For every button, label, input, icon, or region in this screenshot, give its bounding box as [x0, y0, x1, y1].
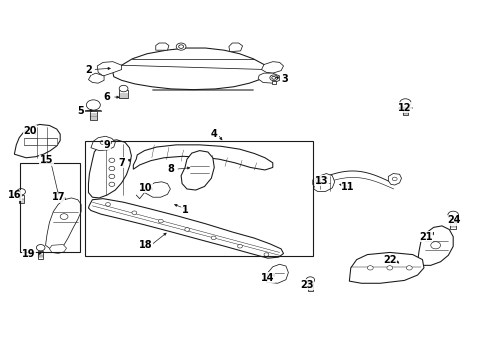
- Circle shape: [36, 244, 45, 251]
- Polygon shape: [144, 182, 170, 197]
- Circle shape: [316, 181, 321, 184]
- Polygon shape: [45, 198, 81, 250]
- Text: 23: 23: [300, 280, 313, 290]
- Circle shape: [184, 228, 189, 231]
- Polygon shape: [312, 177, 325, 188]
- Polygon shape: [387, 174, 401, 185]
- Text: 8: 8: [166, 164, 173, 174]
- Circle shape: [237, 244, 242, 248]
- Circle shape: [211, 236, 216, 240]
- Text: 12: 12: [397, 103, 410, 113]
- Circle shape: [366, 266, 372, 270]
- Polygon shape: [228, 43, 242, 51]
- Text: 15: 15: [40, 155, 53, 165]
- Circle shape: [430, 242, 440, 249]
- Text: 22: 22: [382, 255, 396, 265]
- Text: 7: 7: [118, 158, 125, 168]
- Polygon shape: [402, 108, 407, 115]
- Polygon shape: [88, 73, 104, 83]
- Text: 5: 5: [77, 106, 84, 116]
- Polygon shape: [119, 90, 128, 98]
- Text: 1: 1: [181, 206, 188, 216]
- Text: 16: 16: [8, 190, 21, 200]
- Circle shape: [176, 43, 185, 50]
- Circle shape: [17, 189, 25, 195]
- Text: 10: 10: [139, 183, 152, 193]
- Text: 17: 17: [51, 192, 65, 202]
- Polygon shape: [348, 252, 423, 283]
- Circle shape: [132, 211, 137, 215]
- Circle shape: [271, 76, 275, 79]
- Polygon shape: [417, 226, 452, 265]
- Polygon shape: [271, 81, 275, 84]
- Polygon shape: [14, 125, 60, 158]
- Polygon shape: [266, 264, 288, 283]
- Text: 14: 14: [261, 273, 274, 283]
- Text: 24: 24: [447, 215, 460, 225]
- Circle shape: [86, 100, 100, 110]
- Text: 6: 6: [103, 92, 110, 102]
- Circle shape: [109, 174, 115, 179]
- Circle shape: [264, 253, 268, 256]
- Polygon shape: [307, 283, 312, 292]
- Polygon shape: [49, 244, 66, 253]
- Circle shape: [109, 158, 115, 162]
- Text: 21: 21: [418, 232, 432, 242]
- Circle shape: [406, 266, 411, 270]
- Circle shape: [399, 99, 410, 107]
- Circle shape: [158, 219, 163, 223]
- Polygon shape: [88, 140, 131, 198]
- Text: 9: 9: [103, 140, 110, 150]
- Text: 4: 4: [210, 129, 217, 139]
- Polygon shape: [19, 195, 23, 203]
- Bar: [20, 163, 80, 252]
- Circle shape: [447, 211, 458, 219]
- Circle shape: [386, 266, 392, 270]
- Polygon shape: [258, 73, 279, 83]
- Polygon shape: [156, 43, 168, 50]
- Circle shape: [391, 177, 396, 181]
- Polygon shape: [261, 62, 283, 73]
- Bar: [84, 141, 312, 256]
- Polygon shape: [90, 111, 96, 120]
- Polygon shape: [91, 136, 115, 150]
- Circle shape: [60, 214, 68, 220]
- Polygon shape: [88, 199, 283, 258]
- Circle shape: [178, 45, 183, 48]
- Text: 13: 13: [314, 176, 327, 186]
- Circle shape: [305, 277, 314, 283]
- Polygon shape: [313, 174, 334, 192]
- Text: 11: 11: [341, 182, 354, 192]
- Text: 3: 3: [281, 74, 287, 84]
- Polygon shape: [47, 138, 57, 145]
- Polygon shape: [97, 62, 122, 76]
- Polygon shape: [38, 251, 43, 259]
- Text: 18: 18: [139, 240, 153, 250]
- Polygon shape: [449, 220, 455, 229]
- Circle shape: [109, 182, 115, 186]
- Circle shape: [119, 85, 128, 92]
- Polygon shape: [181, 150, 214, 190]
- Text: 20: 20: [23, 126, 37, 135]
- Circle shape: [109, 166, 115, 171]
- Text: 2: 2: [85, 64, 92, 75]
- Polygon shape: [113, 48, 269, 90]
- Circle shape: [269, 75, 277, 81]
- Polygon shape: [133, 145, 272, 170]
- Polygon shape: [24, 138, 37, 145]
- Circle shape: [100, 140, 106, 144]
- Circle shape: [105, 203, 110, 206]
- Text: 19: 19: [22, 248, 36, 258]
